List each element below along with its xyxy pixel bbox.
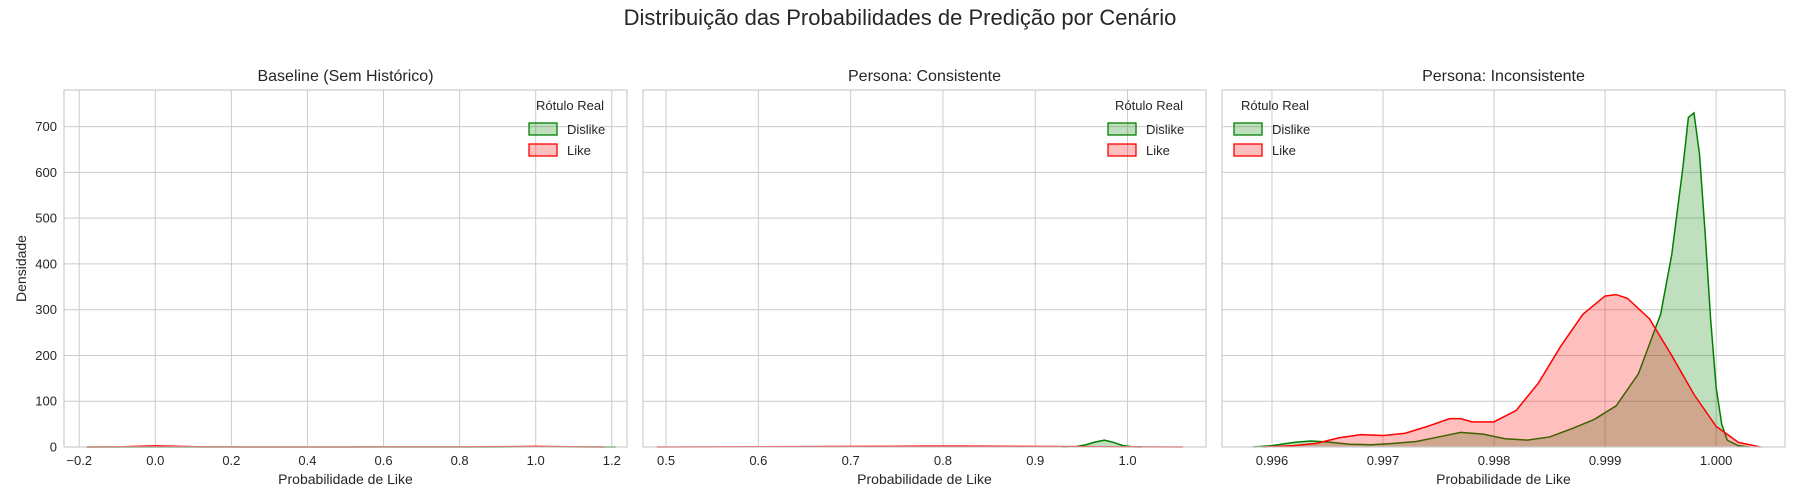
x-tick-label: −0.2 bbox=[66, 453, 92, 468]
y-tick-label: 400 bbox=[35, 256, 57, 271]
kde-line-dislike bbox=[1253, 111, 1750, 448]
x-tick-label: 1.000 bbox=[1700, 453, 1733, 468]
y-tick-label: 300 bbox=[35, 302, 57, 317]
legend-swatch-dislike bbox=[1107, 122, 1137, 136]
y-tick-label: 600 bbox=[35, 165, 57, 180]
x-tick-label: 0.998 bbox=[1478, 453, 1511, 468]
legend-swatch-dislike bbox=[528, 122, 558, 136]
legend-swatch-like bbox=[528, 143, 558, 157]
kde-line-like bbox=[1263, 293, 1761, 448]
x-tick-label: 0.8 bbox=[934, 453, 952, 468]
legend-label-dislike: Dislike bbox=[567, 122, 605, 137]
panel-title: Persona: Inconsistente bbox=[1422, 68, 1585, 85]
x-tick-label: 0.997 bbox=[1367, 453, 1400, 468]
legend-swatch-like bbox=[1233, 143, 1263, 157]
legend-label-like: Like bbox=[1146, 143, 1170, 158]
legend-title: Rótulo Real bbox=[1115, 98, 1183, 113]
y-tick-label: 700 bbox=[35, 119, 57, 134]
panel-title: Baseline (Sem Histórico) bbox=[257, 68, 433, 85]
x-tick-label: 1.0 bbox=[527, 453, 545, 468]
legend-label-dislike: Dislike bbox=[1146, 122, 1184, 137]
panel-persona-inconsistente: Persona: Inconsistente 0.996 0.997 0.998 0.9… bbox=[1221, 68, 1786, 487]
y-tick-label: 500 bbox=[35, 211, 57, 226]
panel-baseline: Baseline (Sem Histórico) −0.2 0.0 0.2 0.4 0.6… bbox=[35, 68, 628, 487]
x-tick-label: 0.999 bbox=[1589, 453, 1622, 468]
y-axis-label: Densidade bbox=[13, 235, 29, 302]
legend-title: Rótulo Real bbox=[1241, 98, 1309, 113]
x-axis-label: Probabilidade de Like bbox=[278, 471, 413, 487]
axes-frame bbox=[1221, 89, 1786, 448]
x-tick-label: 0.996 bbox=[1256, 453, 1289, 468]
legend-label-like: Like bbox=[1272, 143, 1296, 158]
y-tick-label: 0 bbox=[50, 440, 57, 455]
x-tick-label: 1.0 bbox=[1119, 453, 1137, 468]
x-tick-label: 0.5 bbox=[657, 453, 675, 468]
x-tick-label: 0.4 bbox=[298, 453, 316, 468]
kde-area-dislike bbox=[1253, 112, 1750, 447]
legend-swatch-like bbox=[1107, 143, 1137, 157]
y-tick-label: 100 bbox=[35, 394, 57, 409]
y-tick-label: 200 bbox=[35, 348, 57, 363]
figure-title: Distribuição das Probabilidades de Predi… bbox=[623, 5, 1177, 30]
axes-frame bbox=[63, 89, 628, 448]
axes-frame bbox=[642, 89, 1207, 448]
legend-title: Rótulo Real bbox=[536, 98, 604, 113]
legend: Rótulo Real Dislike Like bbox=[1107, 98, 1184, 158]
legend-label-dislike: Dislike bbox=[1272, 122, 1310, 137]
x-tick-label: 0.9 bbox=[1026, 453, 1044, 468]
panel-persona-consistente: Persona: Consistente 0.5 0.6 0.7 0.8 0.9 1.0 Pr… bbox=[642, 68, 1207, 487]
x-tick-label: 0.7 bbox=[842, 453, 860, 468]
legend-label-like: Like bbox=[567, 143, 591, 158]
panel-title: Persona: Consistente bbox=[848, 68, 1001, 85]
x-tick-label: 1.2 bbox=[603, 453, 621, 468]
x-tick-label: 0.0 bbox=[146, 453, 164, 468]
x-axis-label: Probabilidade de Like bbox=[1436, 471, 1571, 487]
legend: Rótulo Real Dislike Like bbox=[528, 98, 605, 158]
legend: Rótulo Real Dislike Like bbox=[1233, 98, 1310, 158]
x-tick-label: 0.6 bbox=[375, 453, 393, 468]
x-axis-label: Probabilidade de Like bbox=[857, 471, 992, 487]
legend-swatch-dislike bbox=[1233, 122, 1263, 136]
x-tick-label: 0.2 bbox=[222, 453, 240, 468]
x-tick-label: 0.8 bbox=[451, 453, 469, 468]
kde-area-like bbox=[1263, 294, 1761, 447]
x-tick-label: 0.6 bbox=[749, 453, 767, 468]
